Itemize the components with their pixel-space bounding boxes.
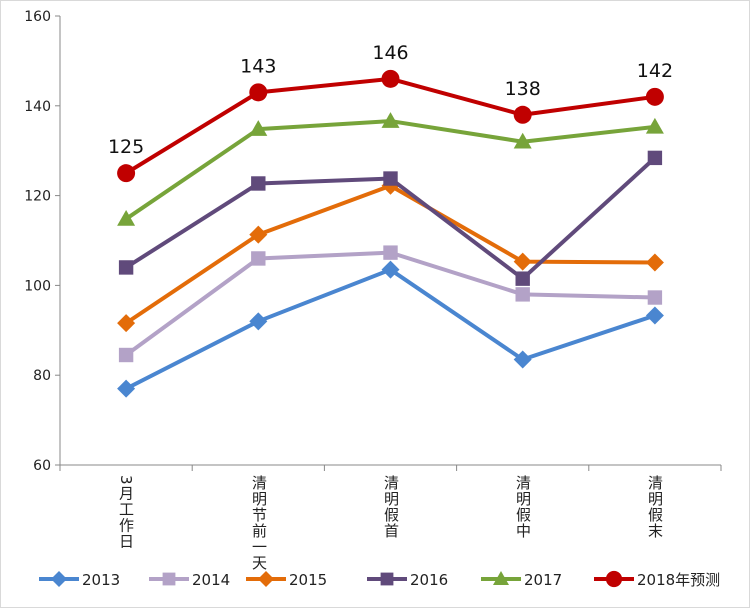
x-tick-label: 3月工作日 [117,475,135,550]
y-tick-label: 120 [24,189,51,205]
data-point [381,260,400,279]
data-point [249,83,268,102]
x-tick-label: 清明假末 [646,475,664,539]
data-point [381,112,400,128]
data-point [117,314,136,333]
data-point [251,176,266,191]
y-tick-label: 140 [24,99,51,115]
data-point [383,245,398,260]
data-point [645,253,664,272]
data-point [251,251,266,266]
legend-marker [258,571,274,587]
data-point [513,105,532,124]
data-point [118,347,134,363]
data-point [117,209,136,226]
data-point [249,120,268,136]
data-point [645,87,664,106]
data-point [249,312,268,331]
data-point [647,290,663,305]
data-point [513,132,532,149]
legend-marker [162,572,176,586]
legend-marker [493,571,509,585]
data-point [381,69,400,88]
legend-marker [380,572,394,586]
data-point [645,306,664,325]
data-point [515,287,530,302]
y-tick-label: 80 [33,368,51,384]
legend-label: 2017 [524,571,562,589]
data-point [513,350,532,369]
data-label: 138 [505,78,541,100]
legend-label: 2015 [289,571,327,589]
data-label: 146 [372,42,408,64]
legend-label: 2016 [410,571,448,589]
data-point [117,164,136,183]
data-label: 143 [240,55,276,77]
x-tick-label: 清明假中 [514,475,532,539]
data-point [645,117,664,134]
data-point [117,379,136,398]
y-tick-label: 160 [24,9,51,25]
x-tick-label: 清明假首 [382,475,400,539]
x-tick-label: 清明节前一天 [250,475,268,571]
data-point [118,260,134,275]
data-label: 142 [637,60,673,82]
legend-marker [605,570,623,588]
data-point [249,225,268,244]
data-label: 125 [108,136,144,158]
legend-label: 2013 [82,571,120,589]
legend-label: 2014 [192,571,230,589]
data-point [515,271,530,286]
series-line-2017 [124,119,656,221]
legend-label: 2018年预测 [637,571,720,589]
data-point [513,252,532,271]
y-tick-label: 60 [33,458,51,474]
y-tick-label: 100 [24,278,51,294]
data-point [383,171,398,186]
legend-marker [51,571,67,587]
series-line-2013 [125,267,656,391]
data-point [647,150,663,166]
